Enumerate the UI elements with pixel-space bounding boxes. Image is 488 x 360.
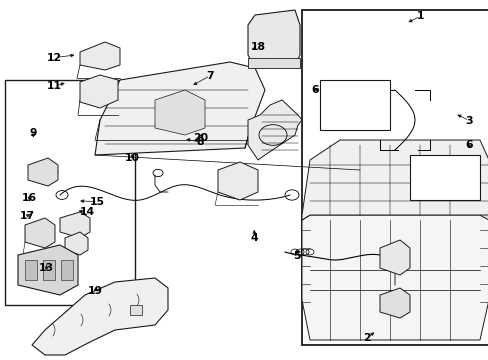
Circle shape — [430, 173, 436, 177]
Polygon shape — [60, 212, 90, 238]
Circle shape — [414, 161, 420, 165]
Circle shape — [342, 111, 348, 115]
Polygon shape — [25, 218, 55, 248]
Text: 20: 20 — [193, 132, 207, 143]
Bar — [302, 10, 488, 345]
Text: 8: 8 — [196, 137, 204, 147]
Polygon shape — [302, 215, 309, 220]
Text: 3: 3 — [465, 116, 472, 126]
Text: 5: 5 — [293, 251, 301, 261]
Polygon shape — [18, 245, 78, 295]
Polygon shape — [247, 100, 302, 160]
Polygon shape — [32, 278, 168, 355]
Polygon shape — [155, 90, 204, 135]
Text: 2: 2 — [362, 333, 370, 343]
Polygon shape — [65, 232, 88, 255]
Bar — [247, 58, 299, 68]
Text: 15: 15 — [90, 197, 105, 207]
Polygon shape — [247, 10, 299, 68]
Circle shape — [374, 111, 380, 115]
Text: 19: 19 — [88, 285, 102, 296]
Text: 10: 10 — [124, 153, 139, 163]
Bar — [5, 80, 135, 305]
Polygon shape — [28, 158, 58, 186]
Circle shape — [462, 161, 468, 165]
Bar — [130, 305, 142, 315]
Text: 7: 7 — [206, 71, 214, 81]
Circle shape — [326, 111, 332, 115]
Bar — [61, 260, 73, 280]
Text: 6: 6 — [465, 140, 472, 150]
Text: 4: 4 — [250, 233, 258, 243]
Polygon shape — [379, 288, 409, 318]
Text: 9: 9 — [29, 128, 37, 138]
Text: 11: 11 — [47, 81, 62, 91]
Text: 1: 1 — [416, 11, 424, 21]
Circle shape — [326, 98, 332, 102]
Bar — [43, 260, 55, 280]
Circle shape — [358, 111, 364, 115]
Bar — [409, 155, 479, 200]
Text: 12: 12 — [47, 53, 62, 63]
Text: 13: 13 — [39, 263, 54, 273]
Text: 14: 14 — [80, 207, 94, 217]
Polygon shape — [80, 42, 120, 70]
Polygon shape — [95, 62, 264, 155]
Circle shape — [430, 161, 436, 165]
Polygon shape — [302, 215, 488, 340]
Polygon shape — [218, 162, 258, 200]
Circle shape — [446, 173, 452, 177]
Circle shape — [414, 173, 420, 177]
Polygon shape — [479, 210, 488, 220]
Polygon shape — [302, 140, 488, 220]
Circle shape — [358, 98, 364, 102]
Text: 17: 17 — [20, 211, 34, 221]
Circle shape — [342, 98, 348, 102]
Circle shape — [374, 98, 380, 102]
Text: 6: 6 — [311, 85, 319, 95]
Polygon shape — [379, 240, 409, 275]
Circle shape — [267, 34, 278, 42]
Bar — [319, 80, 389, 130]
Circle shape — [462, 173, 468, 177]
Text: 18: 18 — [250, 42, 265, 52]
Bar — [25, 260, 37, 280]
Text: 16: 16 — [22, 193, 37, 203]
Circle shape — [446, 161, 452, 165]
Polygon shape — [80, 75, 118, 108]
